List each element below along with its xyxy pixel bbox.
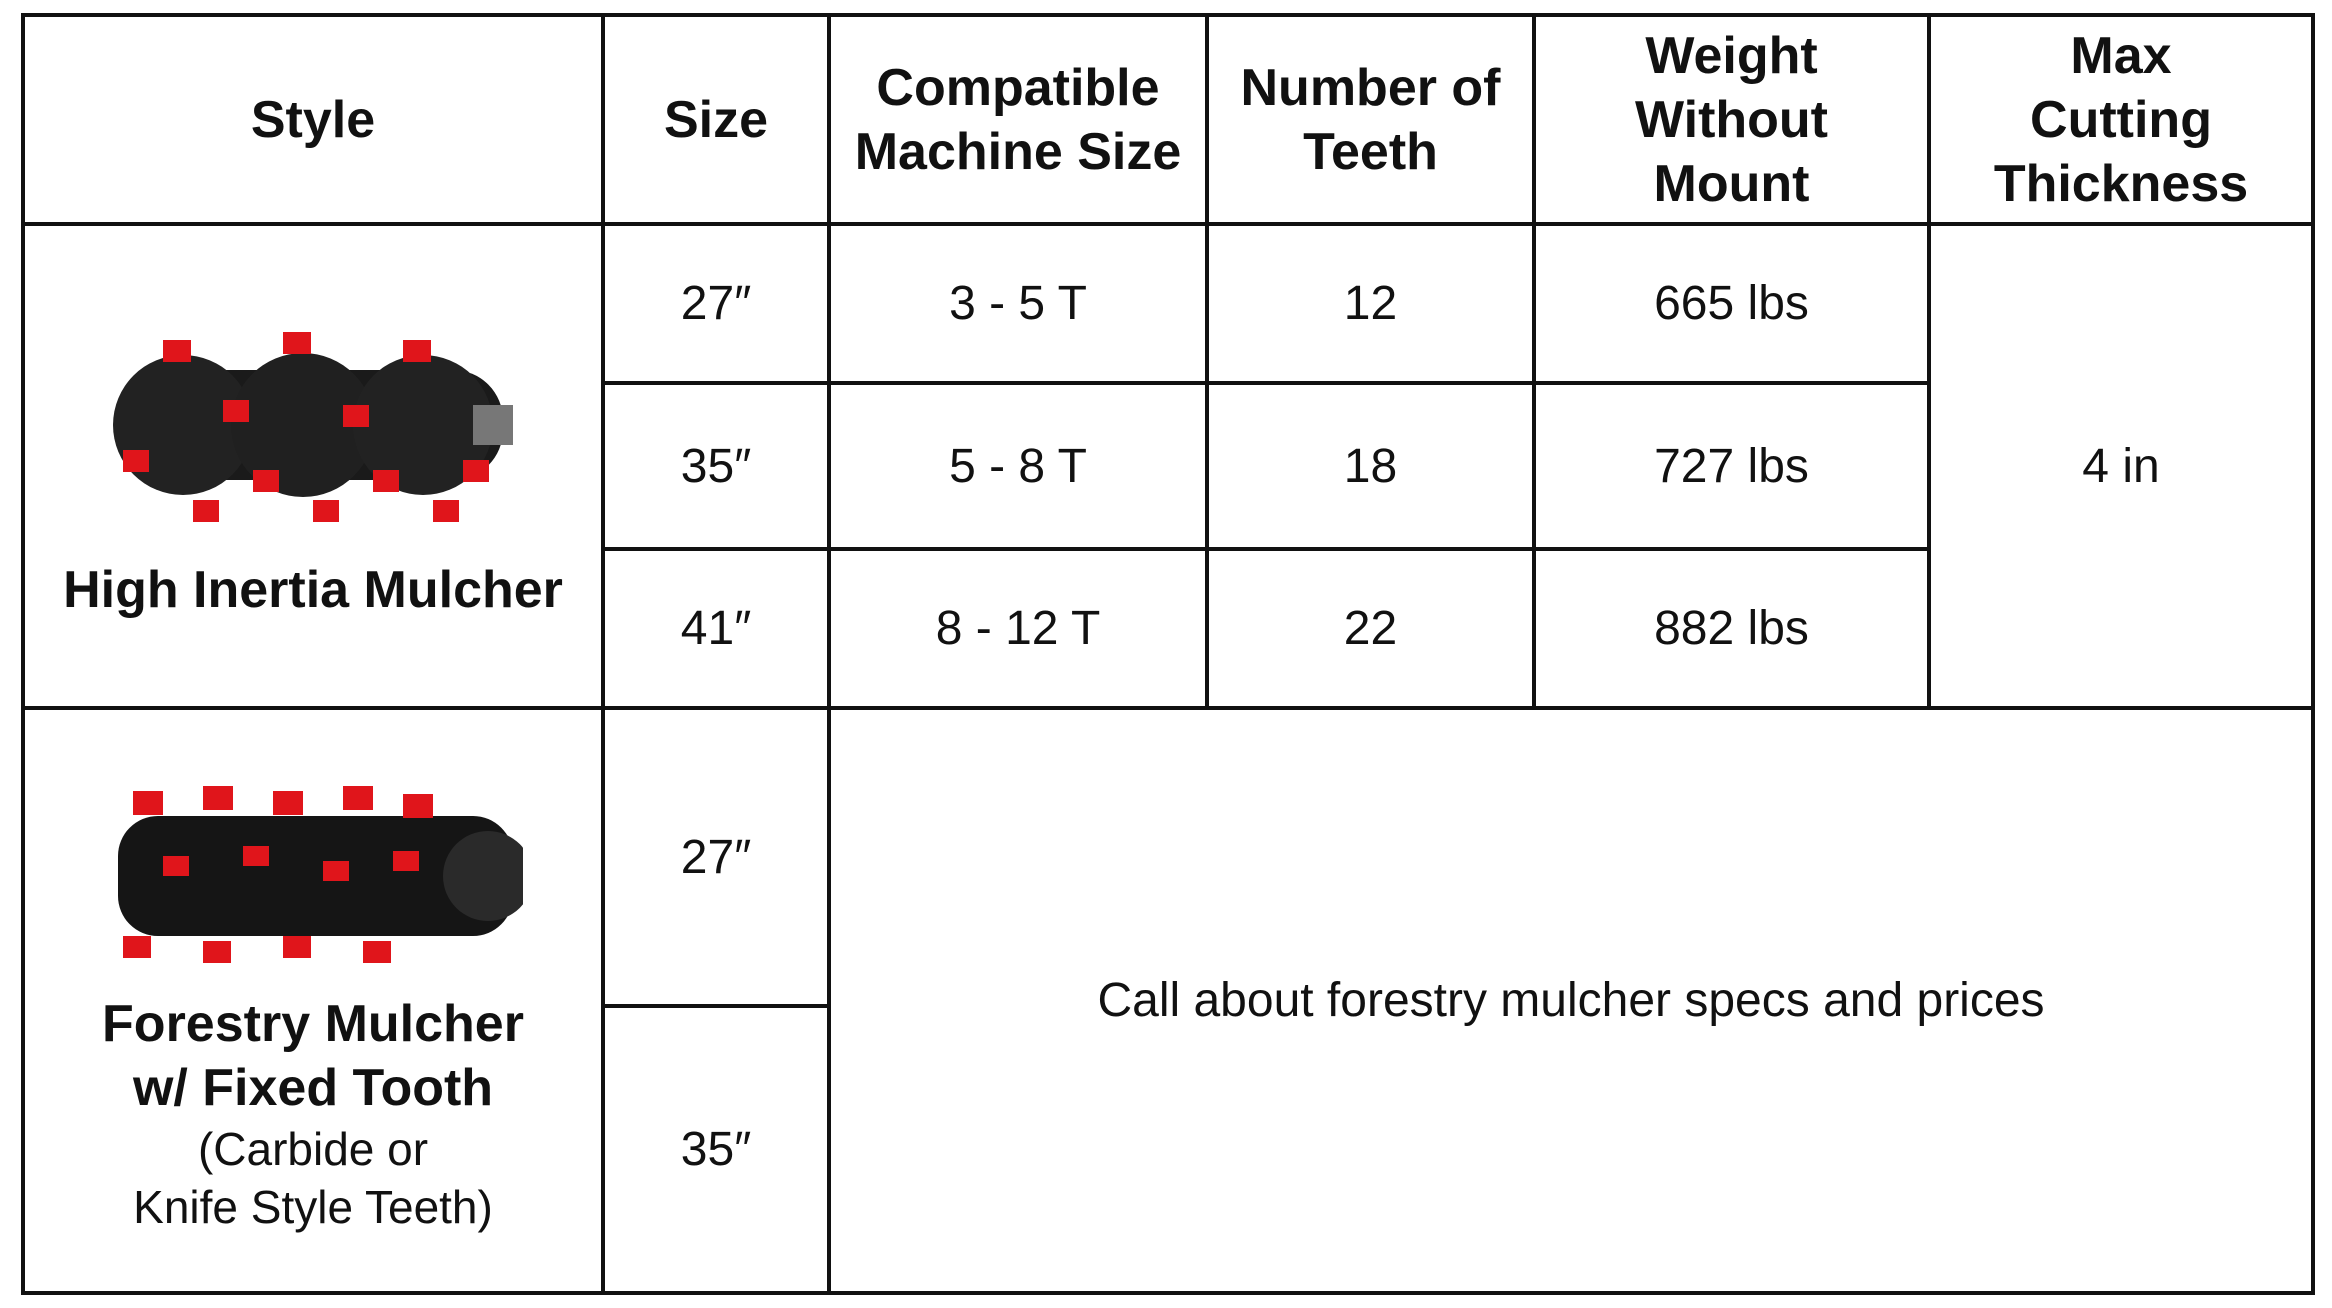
machine-cell: 8 - 12 T [827, 547, 1209, 710]
row: Forestry Mulcher w/ Fixed Tooth (Carbide… [21, 706, 2315, 1295]
machine-cell: 5 - 8 T [827, 381, 1209, 551]
header-text: Teeth [1303, 122, 1438, 181]
teeth-cell: 18 [1205, 381, 1536, 551]
header-cell: Size [601, 13, 831, 226]
header-text: Mount [1653, 154, 1810, 213]
row: 41″ 8 - 12 T 22 882 lbs [23, 547, 2313, 710]
thickness-cell: 4 in [1927, 222, 2315, 710]
header-cell: Number of Teeth [1205, 13, 1536, 226]
header-text: Compatible [876, 58, 1160, 117]
row: 35″ [23, 1004, 2313, 1295]
header-text: Weight [1645, 26, 1818, 85]
style-name: High Inertia Mulcher [63, 561, 563, 619]
header-text: Cutting [2030, 90, 2212, 149]
mulcher-image [113, 332, 513, 522]
size-cell: 35″ [601, 1004, 831, 1295]
style-cell: Forestry Mulcher w/ Fixed Tooth (Carbide… [21, 706, 605, 1295]
header-text: Thickness [1993, 154, 2249, 213]
header-text: Size [663, 90, 769, 149]
note-cell: Call about forestry mulcher specs and pr… [827, 706, 2315, 1295]
weight-cell: 882 lbs [1532, 547, 1931, 710]
style-cell: High Inertia Mulcher [21, 222, 605, 710]
style-note: Knife Style Teeth) [133, 1180, 493, 1233]
size-cell: 27″ [601, 222, 831, 385]
weight-cell: 727 lbs [1532, 381, 1931, 551]
row: High Inertia Mulcher 27″ 3 - 5 T 12 665 … [21, 222, 2315, 710]
mulcher-image [118, 785, 523, 963]
size-cell: 27″ [601, 706, 831, 1008]
teeth-cell: 22 [1205, 547, 1536, 710]
style-name: Forestry Mulcher [102, 994, 524, 1053]
header-cell: Compatible Machine Size [827, 13, 1209, 226]
header-text: Number of [1240, 58, 1501, 117]
header-text: Without [1635, 90, 1828, 149]
header-row: Style Size Compatible Machine Size Number… [21, 13, 2315, 226]
header-cell: Max Cutting Thickness [1927, 13, 2315, 226]
size-cell: 35″ [601, 381, 831, 551]
header-text: Machine Size [854, 122, 1182, 181]
header-cell: Style [21, 13, 605, 226]
weight-cell: 665 lbs [1532, 222, 1931, 385]
teeth-cell: 12 [1205, 222, 1536, 385]
spec-table: Style Size Compatible Machine Size Number… [21, 13, 2315, 1295]
style-note: (Carbide or [197, 1122, 429, 1175]
machine-cell: 3 - 5 T [827, 222, 1209, 385]
row: 35″ 5 - 8 T 18 727 lbs [23, 381, 2313, 551]
size-cell: 41″ [601, 547, 831, 710]
style-name: w/ Fixed Tooth [132, 1058, 494, 1117]
header-text: Max [2070, 26, 2172, 85]
header-text: Style [250, 90, 376, 149]
header-cell: Weight Without Mount [1532, 13, 1931, 226]
